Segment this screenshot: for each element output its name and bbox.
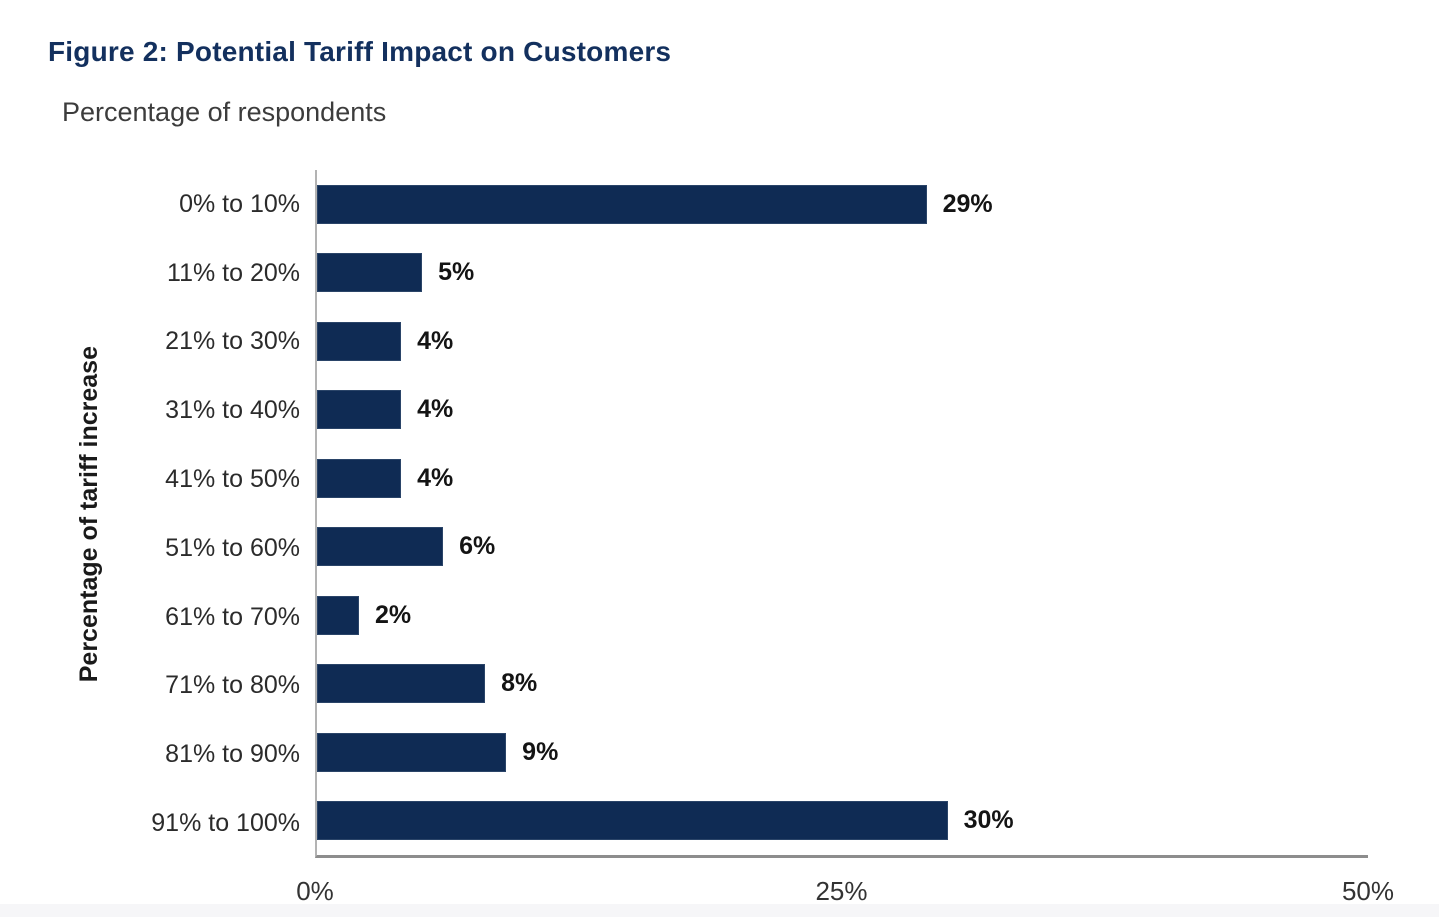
bar-row: 2% [317,581,1368,650]
category-label: 0% to 10% [179,189,300,218]
x-axis-ticks: 0% 25% 50% [296,876,1394,908]
bar [317,801,948,841]
bar-row: 4% [317,307,1368,376]
category-label: 91% to 100% [151,809,300,838]
bar [317,458,402,498]
category-label: 11% to 20% [167,258,300,287]
bar [317,527,444,567]
bar-value-label: 9% [522,737,559,766]
bar [317,184,927,224]
bar-row: 4% [317,444,1368,513]
x-axis-tick-label: 50% [1341,876,1395,906]
figure-title: Figure 2: Potential Tariff Impact on Cus… [48,36,672,67]
bar-row: 9% [317,718,1368,787]
bar [317,321,402,361]
bar-value-label: 6% [459,532,496,561]
bar-chart-plot-area: 29% 5% 4% 4% 4% 6% 2% 8% 9% 30% [315,170,1368,858]
x-axis-tick-label: 0% [296,876,334,906]
page-bottom-strip [0,904,1439,917]
bar-value-label: 2% [375,600,412,629]
bar-value-label: 4% [417,463,454,492]
category-label: 81% to 90% [165,740,300,769]
category-label: 51% to 60% [165,533,300,562]
bar-value-label: 30% [963,806,1014,835]
category-label: 61% to 70% [165,602,300,631]
bar-row: 8% [317,650,1368,719]
category-label: 41% to 50% [165,465,300,494]
bar-row: 5% [317,239,1368,308]
bar-value-label: 5% [438,258,475,287]
bar [317,390,402,430]
x-axis-tick-label: 25% [815,876,868,906]
category-labels: 0% to 10% 11% to 20% 21% to 30% 31% to 40% 4… [0,170,300,858]
bar [317,253,423,293]
bar-row: 30% [317,787,1368,856]
bar-value-label: 4% [417,326,454,355]
category-label: 71% to 80% [165,671,300,700]
bar [317,595,360,635]
bar-row: 29% [317,170,1368,239]
category-label: 31% to 40% [165,396,300,425]
category-label: 21% to 30% [165,327,300,356]
chart-subtitle: Percentage of respondents [62,97,387,127]
bar-value-label: 8% [501,669,538,698]
bar-value-label: 4% [417,395,454,424]
bar-value-label: 29% [942,189,993,218]
bar-row: 6% [317,513,1368,582]
bar [317,732,507,772]
bar [317,664,486,704]
bar-row: 4% [317,376,1368,445]
